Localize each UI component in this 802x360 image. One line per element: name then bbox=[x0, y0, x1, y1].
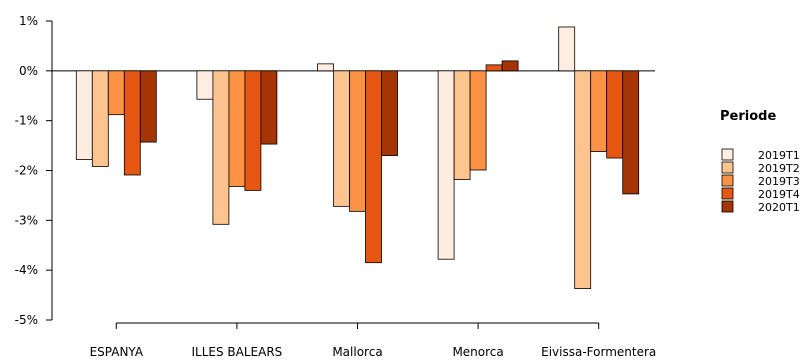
legend-label: 2019T1 bbox=[758, 149, 800, 162]
x-tick-label: Menorca bbox=[452, 345, 503, 359]
bar bbox=[123, 70, 141, 176]
y-tick-label: -5% bbox=[15, 313, 38, 327]
bar bbox=[558, 26, 576, 72]
x-axis: ESPANYA ILLES BALEARS Mallorca Menorca Eivis… bbox=[90, 322, 656, 359]
y-tick-label: -1% bbox=[15, 114, 38, 128]
bar bbox=[228, 70, 246, 187]
bar bbox=[485, 64, 503, 72]
y-tick-label: -3% bbox=[15, 213, 38, 227]
bar bbox=[107, 70, 125, 116]
y-tick-label: 0% bbox=[19, 64, 38, 78]
legend-title: Periode bbox=[720, 109, 776, 124]
bar bbox=[501, 60, 519, 72]
legend-swatch bbox=[721, 148, 734, 161]
legend-label: 2020T1 bbox=[758, 201, 800, 214]
bar bbox=[590, 70, 608, 152]
legend-label: 2019T2 bbox=[758, 162, 800, 175]
bar bbox=[244, 70, 262, 191]
bar bbox=[453, 70, 471, 180]
bar bbox=[606, 70, 624, 159]
bar bbox=[365, 70, 382, 264]
bar bbox=[349, 70, 366, 212]
bar bbox=[91, 70, 109, 167]
bar bbox=[381, 70, 398, 156]
bar bbox=[212, 70, 230, 225]
bar bbox=[437, 70, 455, 260]
bar bbox=[333, 70, 350, 207]
y-axis: 1% 0% -1% -2% -3% -4% -5% bbox=[15, 14, 53, 327]
x-tick-label: Eivissa-Formentera bbox=[541, 345, 656, 359]
y-tick-label: 1% bbox=[19, 14, 38, 28]
bar bbox=[574, 70, 592, 290]
bar bbox=[469, 70, 487, 171]
y-tick-label: -2% bbox=[15, 164, 38, 178]
bar bbox=[75, 70, 93, 160]
x-tick-label: ESPANYA bbox=[90, 345, 144, 359]
legend-label: 2019T3 bbox=[758, 175, 800, 188]
bar bbox=[317, 63, 334, 72]
bar bbox=[622, 70, 640, 195]
bar bbox=[139, 70, 157, 143]
legend-label: 2019T4 bbox=[758, 188, 800, 201]
y-tick-label: -4% bbox=[15, 263, 38, 277]
bar bbox=[260, 70, 278, 145]
legend-swatch bbox=[721, 200, 734, 213]
legend-swatch bbox=[721, 161, 734, 174]
x-tick-label: Mallorca bbox=[332, 345, 382, 359]
bar bbox=[196, 70, 214, 100]
x-tick-label: ILLES BALEARS bbox=[192, 345, 283, 359]
legend-swatch bbox=[721, 187, 734, 200]
legend-swatch bbox=[721, 174, 734, 187]
bars bbox=[75, 26, 640, 290]
